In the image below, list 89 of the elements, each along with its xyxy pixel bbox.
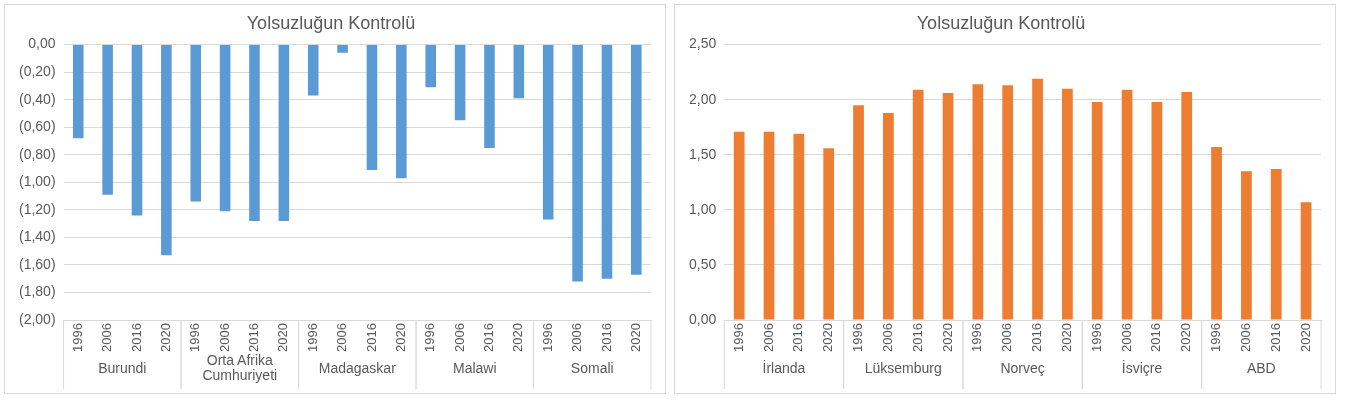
bar xyxy=(1270,169,1282,320)
bar xyxy=(912,89,924,320)
x-tick-label: 2016 xyxy=(246,323,262,352)
x-tick-label: 2016 xyxy=(128,323,144,352)
chart-title: Yolsuzluğun Kontrolü xyxy=(916,12,1086,33)
x-tick-label: 1996 xyxy=(969,323,985,352)
x-tick-label: 2020 xyxy=(275,323,291,352)
text: Madagaskar xyxy=(318,359,397,376)
text: Norveç xyxy=(1000,359,1045,376)
y-tick-label: (1,20) xyxy=(18,200,56,217)
bar xyxy=(793,133,805,320)
y-tick-label: 1,00 xyxy=(689,200,717,217)
x-tick-label: 2020 xyxy=(157,323,173,352)
bar xyxy=(1121,89,1133,320)
text: ABD xyxy=(1246,359,1276,376)
x-tick-label: 2006 xyxy=(99,323,115,352)
x-tick-label: 1996 xyxy=(187,323,203,352)
y-tick-label: (2,00) xyxy=(18,310,56,327)
text: Orta Afrika Cumhuriyeti xyxy=(202,352,278,384)
chart-title: Yolsuzluğun Kontrolü xyxy=(246,12,416,33)
bar xyxy=(1241,171,1252,320)
bar xyxy=(823,148,835,320)
y-tick-label: (0,40) xyxy=(18,90,56,107)
x-tick-label: 2006 xyxy=(334,323,350,352)
text: İsviçre xyxy=(1121,358,1163,376)
x-tick-label: 2020 xyxy=(627,323,643,352)
x-tick-label: 2016 xyxy=(598,323,614,352)
x-tick-label: 2016 xyxy=(363,323,379,352)
x-tick-label: 1996 xyxy=(1208,323,1224,352)
y-tick-label: 2,00 xyxy=(689,90,717,107)
y-tick-label: 0,00 xyxy=(689,310,717,327)
x-tick-label: 2020 xyxy=(1058,323,1074,352)
y-tick-label: 1,50 xyxy=(689,145,717,162)
bar xyxy=(1032,78,1043,320)
x-tick-label: 2006 xyxy=(451,323,467,352)
bar xyxy=(733,131,745,320)
x-tick-label: 2016 xyxy=(909,323,925,352)
x-tick-label: 2016 xyxy=(1029,323,1045,352)
text: Somali xyxy=(570,359,614,376)
x-tick-label: 1996 xyxy=(69,323,85,352)
bar xyxy=(1002,85,1014,320)
y-tick-label: (0,60) xyxy=(18,118,56,135)
x-tick-label: 2020 xyxy=(1297,323,1313,352)
x-tick-label: 1996 xyxy=(730,323,746,352)
x-tick-label: 2020 xyxy=(1178,323,1194,352)
x-tick-label: 2006 xyxy=(216,323,232,352)
x-tick-label: 2020 xyxy=(510,323,526,352)
x-tick-label: 2006 xyxy=(1237,323,1253,352)
y-tick-label: (0,80) xyxy=(18,145,56,162)
x-tick-label: 2006 xyxy=(879,323,895,352)
y-tick-label: 0,50 xyxy=(689,255,717,272)
bar xyxy=(853,105,864,320)
bar xyxy=(1062,88,1073,320)
x-tick-label: 2006 xyxy=(1118,323,1134,352)
x-tick-label: 2016 xyxy=(790,323,806,352)
bar xyxy=(1091,101,1103,320)
y-tick-label: 0,00 xyxy=(28,35,56,52)
bar xyxy=(942,93,954,320)
bar xyxy=(763,131,775,320)
x-tick-label: 2006 xyxy=(569,323,585,352)
x-tick-label: 2016 xyxy=(1148,323,1164,352)
bar xyxy=(882,112,894,320)
x-tick-label: 2016 xyxy=(1267,323,1283,352)
bar xyxy=(972,84,984,320)
x-tick-label: 1996 xyxy=(850,323,866,352)
x-tick-label: 2020 xyxy=(820,323,836,352)
y-tick-label: (1,80) xyxy=(18,283,56,300)
x-tick-label: 2020 xyxy=(939,323,955,352)
y-tick-label: (1,40) xyxy=(18,228,56,245)
bar xyxy=(1151,101,1163,320)
bar xyxy=(1300,202,1312,320)
x-tick-label: 2016 xyxy=(481,323,497,352)
y-tick-label: (1,00) xyxy=(18,173,56,190)
bar xyxy=(1211,147,1222,320)
x-tick-label: 1996 xyxy=(1088,323,1104,352)
x-tick-label: 2006 xyxy=(760,323,776,352)
x-tick-label: 1996 xyxy=(422,323,438,352)
x-tick-label: 2006 xyxy=(999,323,1015,352)
y-tick-label: (0,20) xyxy=(18,63,56,80)
text: Malawi xyxy=(452,359,497,376)
x-tick-label: 1996 xyxy=(304,323,320,352)
y-tick-label: 2,50 xyxy=(689,35,717,52)
x-tick-label: 2020 xyxy=(392,323,408,352)
y-tick-label: (1,60) xyxy=(18,255,56,272)
text: Lüksemburg xyxy=(864,359,942,376)
bar xyxy=(1181,91,1193,320)
text: Burundi xyxy=(98,359,147,376)
text: İrlanda xyxy=(762,358,806,376)
x-tick-label: 1996 xyxy=(539,323,555,352)
